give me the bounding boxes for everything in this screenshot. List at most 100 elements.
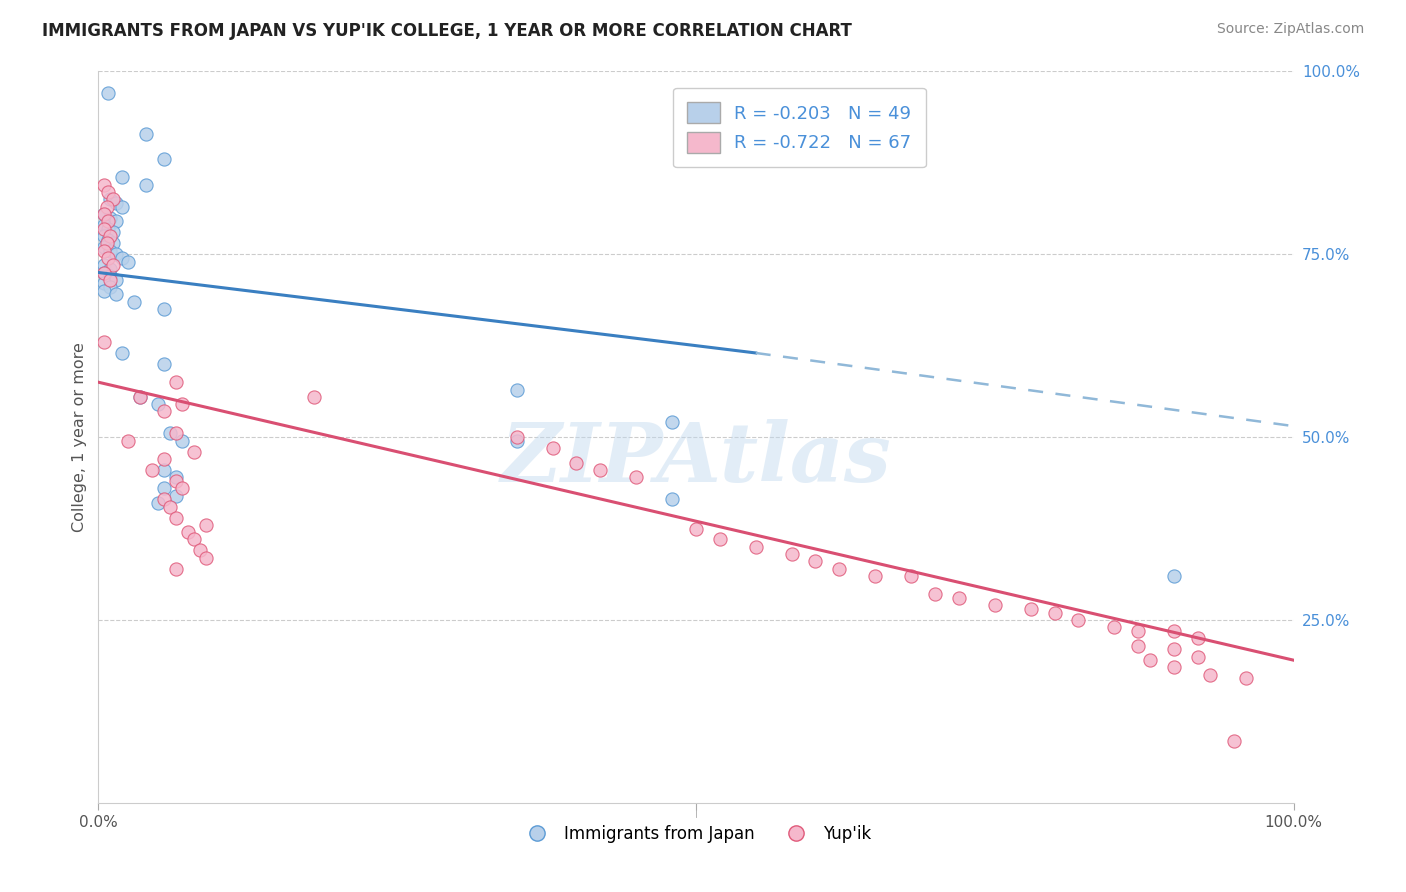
Point: [172, 397, 194, 411]
Point: [93, 258, 115, 272]
Point: [153, 463, 176, 477]
Point: [97, 87, 120, 101]
Point: [506, 430, 529, 444]
Point: [159, 500, 181, 514]
Point: [1163, 624, 1185, 638]
Point: [135, 127, 157, 141]
Point: [93, 266, 115, 280]
Point: [98, 244, 122, 258]
Point: [96, 200, 118, 214]
Point: [1187, 649, 1209, 664]
Point: [924, 587, 946, 601]
Point: [153, 404, 176, 418]
Point: [111, 251, 134, 265]
Point: [541, 441, 564, 455]
Point: [105, 247, 128, 261]
Point: [195, 517, 218, 532]
Point: [865, 569, 887, 583]
Point: [165, 489, 187, 503]
Point: [93, 277, 115, 291]
Point: [661, 416, 683, 430]
Point: [97, 233, 120, 247]
Point: [141, 463, 163, 477]
Point: [188, 543, 211, 558]
Point: [948, 591, 970, 605]
Point: [148, 397, 170, 411]
Point: [183, 444, 205, 458]
Point: [1067, 613, 1090, 627]
Point: [1139, 653, 1161, 667]
Point: [165, 470, 187, 484]
Point: [589, 463, 612, 477]
Point: [111, 346, 134, 360]
Point: [183, 533, 205, 547]
Point: [302, 390, 325, 404]
Point: [1128, 639, 1150, 653]
Point: [93, 240, 115, 254]
Point: [98, 228, 122, 243]
Point: [111, 200, 134, 214]
Point: [98, 193, 122, 207]
Point: [111, 170, 134, 185]
Point: [93, 207, 115, 221]
Point: [900, 569, 922, 583]
Point: [148, 496, 170, 510]
Point: [626, 470, 648, 484]
Point: [96, 236, 118, 251]
Point: [129, 390, 152, 404]
Point: [177, 525, 200, 540]
Point: [828, 562, 851, 576]
Point: [165, 562, 187, 576]
Point: [97, 185, 120, 199]
Point: [195, 550, 218, 565]
Point: [153, 357, 176, 371]
Point: [165, 510, 187, 524]
Point: [153, 481, 176, 495]
Point: [1128, 624, 1150, 638]
Point: [105, 214, 128, 228]
Point: [165, 376, 187, 390]
Point: [93, 178, 115, 192]
Point: [101, 225, 124, 239]
Point: [129, 390, 152, 404]
Point: [93, 218, 115, 232]
Point: [98, 211, 122, 225]
Point: [1223, 733, 1246, 747]
Point: [159, 426, 181, 441]
Point: [135, 178, 157, 192]
Point: [506, 434, 529, 448]
Point: [1234, 672, 1257, 686]
Point: [745, 540, 768, 554]
Point: [97, 221, 120, 235]
Point: [101, 258, 124, 272]
Point: [153, 452, 176, 467]
Legend: Immigrants from Japan, Yup'ik: Immigrants from Japan, Yup'ik: [515, 818, 877, 849]
Point: [1163, 660, 1185, 674]
Point: [165, 474, 187, 488]
Point: [1163, 642, 1185, 657]
Point: [1019, 602, 1042, 616]
Point: [172, 481, 194, 495]
Point: [984, 599, 1007, 613]
Point: [1199, 667, 1222, 681]
Point: [124, 294, 146, 309]
Point: [1043, 606, 1066, 620]
Point: [93, 244, 115, 258]
Point: [93, 266, 115, 280]
Point: [97, 214, 120, 228]
Point: [506, 383, 529, 397]
Point: [153, 301, 176, 317]
Point: [101, 193, 124, 207]
Point: [780, 547, 803, 561]
Point: [153, 492, 176, 507]
Point: [93, 228, 115, 243]
Point: [105, 287, 128, 301]
Point: [98, 273, 122, 287]
Point: [105, 196, 128, 211]
Y-axis label: College, 1 year or more: College, 1 year or more: [72, 343, 87, 532]
Point: [165, 426, 187, 441]
Point: [93, 284, 115, 298]
Point: [685, 521, 707, 535]
Point: [117, 254, 139, 268]
Point: [101, 236, 124, 251]
